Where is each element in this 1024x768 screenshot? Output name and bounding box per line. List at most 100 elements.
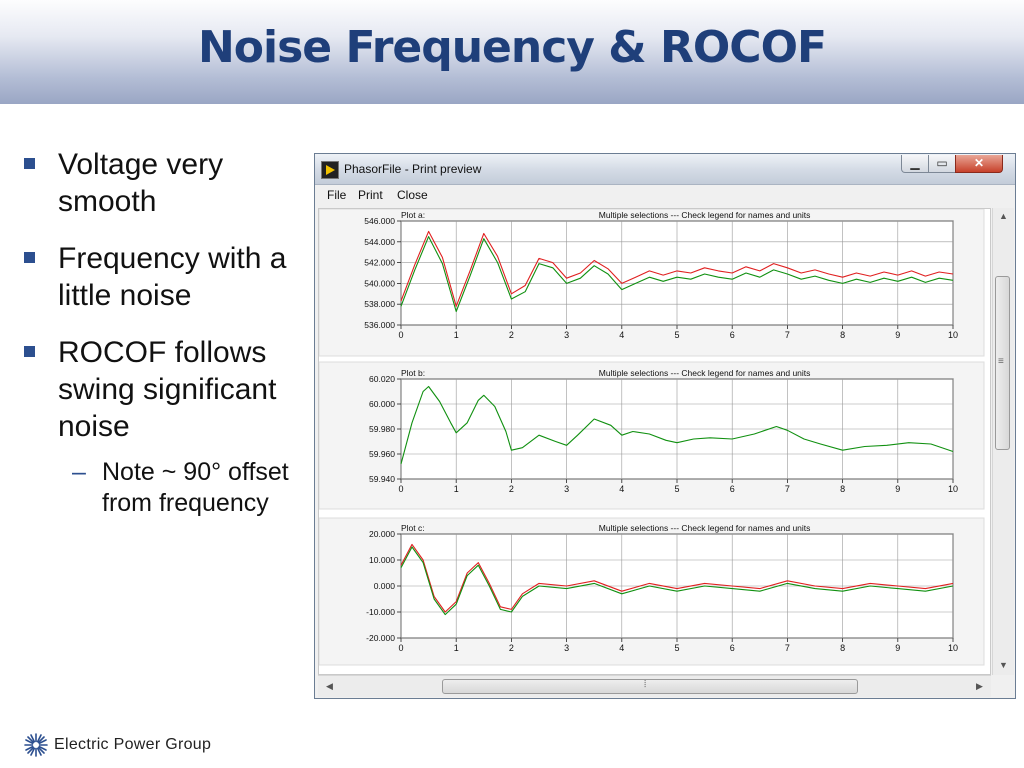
horizontal-scrollbar[interactable]: ◀ ⦙ ▶ [318,675,991,697]
slide-title: Noise Frequency & ROCOF [197,22,827,73]
series-line [400,236,954,313]
y-tick-label: 536.000 [364,320,395,330]
horizontal-scroll-thumb[interactable] [442,679,858,694]
x-tick-label: 0 [398,643,403,653]
y-tick-label: 542.000 [364,258,395,268]
window-title: PhasorFile - Print preview [344,162,482,176]
x-tick-label: 4 [619,484,624,494]
close-icon: ✕ [973,156,985,170]
x-tick-label: 2 [509,330,514,340]
sub-bullet-text: Note ~ 90° offset from frequency [102,458,289,517]
square-bullet-icon [24,252,35,263]
y-tick-label: 538.000 [364,299,395,309]
window-titlebar[interactable]: PhasorFile - Print preview ▁ ▭ ✕ [315,154,1015,185]
menu-print[interactable]: Print [358,188,383,202]
scroll-left-icon[interactable]: ◀ [326,681,333,691]
x-tick-label: 3 [564,643,569,653]
x-tick-label: 8 [840,484,845,494]
x-tick-label: 10 [948,643,958,653]
x-tick-label: 10 [948,484,958,494]
grip-icon: ≡ [998,356,1004,367]
close-window-button[interactable]: ✕ [955,155,1003,173]
x-tick-label: 3 [564,484,569,494]
x-tick-label: 9 [895,643,900,653]
plot-panel-label: Plot c: [401,523,425,533]
x-tick-label: 5 [674,330,679,340]
bullet-item: ROCOF follows swing significant noise [24,334,314,445]
y-tick-label: 10.000 [369,555,395,565]
x-tick-label: 0 [398,484,403,494]
print-preview-window: PhasorFile - Print preview ▁ ▭ ✕ File Pr… [314,153,1016,699]
menu-close[interactable]: Close [397,188,428,202]
x-tick-label: 6 [730,484,735,494]
y-tick-label: 59.940 [369,474,395,484]
x-tick-label: 8 [840,643,845,653]
print-preview-content: Plot a: Multiple selections --- Check leg… [318,208,991,675]
y-tick-label: 546.000 [364,216,395,226]
plot-panel-label: Plot a: [401,210,425,220]
y-tick-label: 60.000 [369,399,395,409]
plot-panel: Plot c: Multiple selections --- Check leg… [318,517,985,666]
minimize-button[interactable]: ▁ [901,155,929,173]
scroll-up-icon[interactable]: ▲ [999,211,1008,221]
series-line [400,385,954,465]
y-tick-label: 60.020 [369,374,395,384]
x-tick-label: 5 [674,643,679,653]
menu-bar: File Print Close [315,185,1015,206]
starburst-icon [24,733,48,757]
bullet-text: ROCOF follows swing significant noise [58,336,277,443]
x-tick-label: 4 [619,643,624,653]
dash-bullet-icon: – [72,458,86,486]
x-tick-label: 0 [398,330,403,340]
x-tick-label: 2 [509,484,514,494]
x-tick-label: 9 [895,484,900,494]
x-tick-label: 2 [509,643,514,653]
bullet-item: Frequency with a little noise [24,240,314,314]
x-tick-label: 9 [895,330,900,340]
y-tick-label: 59.960 [369,449,395,459]
x-tick-label: 7 [785,643,790,653]
footer-logo: Electric Power Group [24,730,211,760]
series-line [400,543,954,613]
y-tick-label: 540.000 [364,278,395,288]
plot-panel: Plot b: Multiple selections --- Check leg… [318,361,985,510]
bullet-text: Frequency with a little noise [58,242,287,312]
x-tick-label: 7 [785,484,790,494]
series-line [400,230,954,307]
bullet-item: Voltage very smooth [24,146,314,220]
vertical-scrollbar[interactable]: ▲ ≡ ▼ [992,208,1014,675]
square-bullet-icon [24,346,35,357]
scroll-down-icon[interactable]: ▼ [999,660,1008,670]
y-tick-label: -20.000 [366,633,395,643]
labview-app-icon [321,161,339,179]
sub-bullet-item: – Note ~ 90° offset from frequency [24,457,314,519]
x-tick-label: 3 [564,330,569,340]
x-tick-label: 1 [454,643,459,653]
menu-file[interactable]: File [327,188,347,202]
square-bullet-icon [24,158,35,169]
vertical-scroll-thumb[interactable] [995,276,1010,450]
scroll-right-icon[interactable]: ▶ [976,681,983,691]
plot-panel: Plot a: Multiple selections --- Check leg… [318,208,985,357]
x-tick-label: 7 [785,330,790,340]
x-tick-label: 5 [674,484,679,494]
plots-canvas: Plot a: Multiple selections --- Check leg… [318,208,985,666]
maximize-button[interactable]: ▭ [928,155,956,173]
x-tick-label: 10 [948,330,958,340]
grip-icon: ⦙ [644,679,647,690]
y-tick-label: 0.000 [374,581,396,591]
y-tick-label: -10.000 [366,607,395,617]
x-tick-label: 6 [730,643,735,653]
series-line [400,546,954,616]
y-tick-label: 20.000 [369,529,395,539]
x-tick-label: 8 [840,330,845,340]
x-tick-label: 6 [730,330,735,340]
y-tick-label: 59.980 [369,424,395,434]
bullet-list: Voltage very smooth Frequency with a lit… [24,146,314,519]
title-band [0,0,1024,104]
maximize-icon: ▭ [936,156,948,170]
x-tick-label: 1 [454,484,459,494]
plot-panel-label: Plot b: [401,368,425,378]
plot-title: Multiple selections --- Check legend for… [599,210,811,220]
x-tick-label: 1 [454,330,459,340]
